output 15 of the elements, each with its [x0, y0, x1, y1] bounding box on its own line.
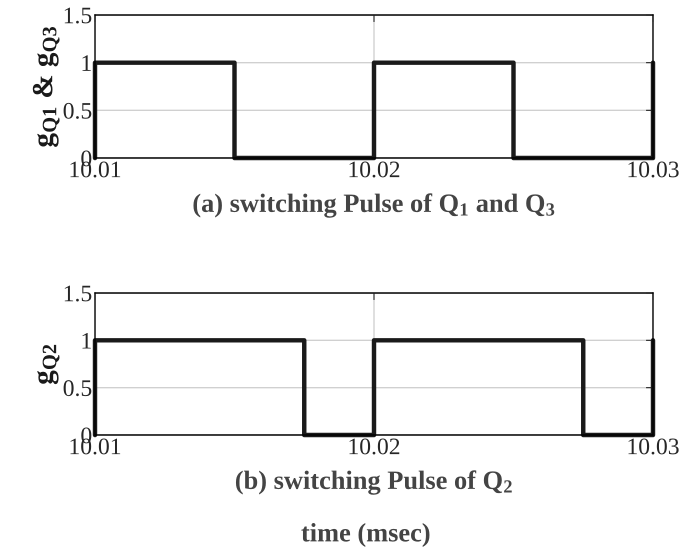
- text: time (msec): [301, 523, 430, 547]
- y-tick-label: 1: [82, 55, 91, 71]
- y-tick-label: 0.5: [64, 380, 92, 396]
- x-tick-label: 10.02: [350, 438, 400, 454]
- y-tick-label: 1: [82, 332, 91, 349]
- x-axis-title: (b) switching Pulse of Q$_{2}$: [236, 470, 512, 495]
- y-axis-title: g$_{Q1}$ & g$_{Q3}$: [32, 26, 60, 147]
- x-tick-label: 10.03: [628, 161, 679, 178]
- y-tick-label: 0.5: [64, 102, 92, 119]
- y-tick-label: 1.5: [64, 286, 92, 302]
- x-tick-label: 10.02: [350, 161, 400, 178]
- y-tick-label: 1.5: [64, 8, 92, 24]
- x-axis-title: (a) switching Pulse of Q$_{1}$ and Q$_{3}$: [193, 193, 554, 218]
- y-axis-title: g$_{Q2}$: [37, 344, 60, 384]
- x-tick-label: 10.03: [628, 438, 679, 454]
